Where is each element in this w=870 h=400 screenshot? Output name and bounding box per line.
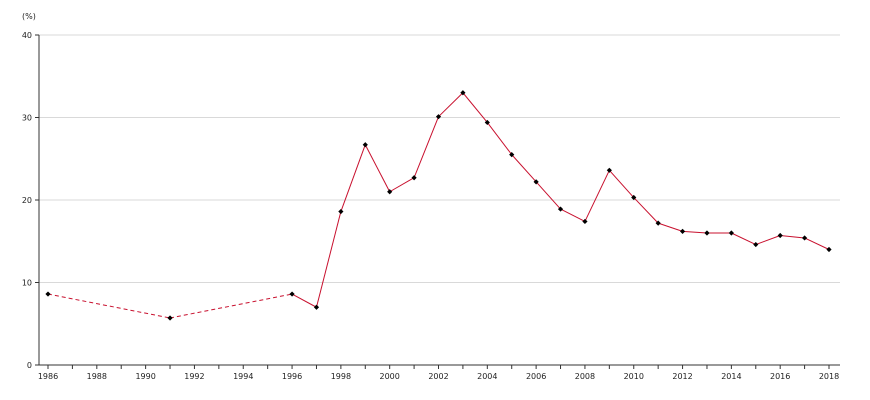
series-segment (511, 154, 537, 183)
x-tick-label: 2006 (526, 372, 546, 381)
data-point (411, 175, 417, 181)
y-tick-label: 20 (22, 196, 32, 205)
series-segment (804, 237, 830, 250)
data-point (826, 246, 832, 253)
series-segment (389, 177, 415, 193)
data-point (582, 218, 588, 225)
axes (35, 34, 840, 369)
data-point (606, 167, 612, 173)
data-point (704, 230, 710, 236)
data-point (387, 189, 393, 195)
data-point (655, 220, 661, 226)
data-point (728, 230, 734, 236)
x-tick-labels: 1986 1988 1990 1992 1994 1996 1998 2000 2002 2004… (38, 372, 839, 381)
data-point (801, 235, 808, 241)
series-segment (535, 181, 561, 210)
series-segment (315, 211, 342, 308)
x-tick-label: 2002 (428, 372, 448, 381)
series-segment (413, 116, 439, 178)
x-tick-label: 2004 (477, 372, 497, 381)
x-tick-label: 1990 (135, 372, 155, 381)
y-tick-label: 40 (22, 31, 32, 40)
series-segment (633, 197, 659, 224)
series-segment-dashed (169, 293, 293, 319)
data-point (631, 194, 637, 201)
series-segment (364, 144, 391, 192)
series-segment (486, 122, 513, 155)
series-segment-dashed (47, 293, 171, 319)
data-point (313, 304, 320, 310)
x-tick-label: 2012 (672, 372, 692, 381)
data-point (338, 208, 344, 215)
data-point (533, 179, 539, 185)
series-segment (438, 92, 464, 118)
x-tick-label: 2008 (575, 372, 595, 381)
data-point (289, 291, 295, 297)
series-segment (462, 92, 488, 123)
series-segment (560, 208, 586, 222)
series-lines (47, 92, 830, 319)
y-tick-label: 0 (27, 361, 32, 370)
x-tick-label: 2014 (721, 372, 741, 381)
data-point (362, 142, 368, 148)
x-tick-label: 1992 (184, 372, 204, 381)
data-point (460, 90, 466, 96)
x-tick-label: 1996 (282, 372, 302, 381)
y-unit-label: (%) (22, 12, 36, 21)
series-markers (45, 90, 832, 321)
series-segment (340, 144, 366, 212)
data-point (167, 315, 173, 321)
y-tick-label: 10 (22, 279, 32, 288)
series-segment (584, 170, 610, 222)
data-point (679, 228, 686, 234)
data-point (509, 152, 515, 158)
x-tick-label: 1988 (87, 372, 107, 381)
series-segment (780, 234, 805, 239)
x-tick-label: 2018 (819, 372, 839, 381)
x-tick-label: 2010 (624, 372, 644, 381)
series-segment (755, 235, 781, 246)
series-segment (608, 169, 635, 198)
series-segment (291, 293, 317, 308)
data-point (777, 232, 783, 239)
x-tick-label: 2016 (770, 372, 790, 381)
data-point (435, 114, 442, 120)
data-point (557, 206, 564, 212)
x-tick-label: 1994 (233, 372, 253, 381)
data-point (484, 119, 490, 126)
x-tick-label: 2000 (380, 372, 400, 381)
x-tick-label: 1986 (38, 372, 58, 381)
y-tick-labels: 0 10 20 30 40 (22, 31, 32, 370)
data-point (753, 241, 759, 248)
x-tick-label: 1998 (331, 372, 351, 381)
series-segment (657, 222, 683, 232)
series-segment (731, 232, 756, 246)
data-point (45, 291, 51, 297)
y-tick-label: 30 (22, 114, 32, 123)
gridlines (39, 34, 840, 283)
series-segment (682, 230, 708, 234)
